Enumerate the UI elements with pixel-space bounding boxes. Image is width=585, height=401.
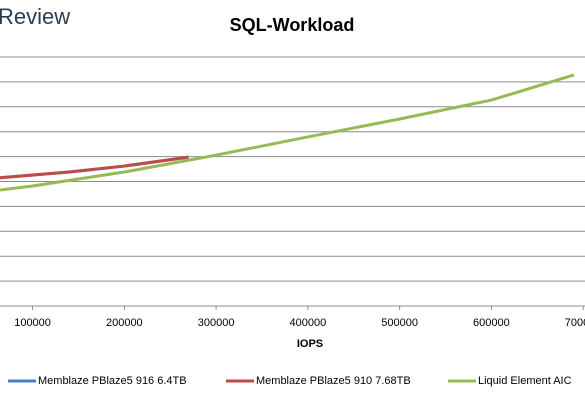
- legend-label: Memblaze PBlaze5 910 7.68TB: [256, 375, 411, 387]
- series-line: [0, 73, 575, 192]
- brand: Review: [0, 4, 70, 29]
- x-tick-label: 400000: [290, 317, 327, 329]
- x-tick-label: 200000: [106, 317, 143, 329]
- x-axis-label: IOPS: [297, 338, 323, 350]
- x-tick-label: 600000: [473, 317, 510, 329]
- x-tick-label: 100000: [14, 317, 51, 329]
- x-tick-label: 700000: [565, 317, 585, 329]
- x-tick-label: 500000: [381, 317, 418, 329]
- legend-label: Memblaze PBlaze5 916 6.4TB: [38, 375, 187, 387]
- series-line: [0, 155, 189, 180]
- legend-label: Liquid Element AIC: [478, 375, 572, 387]
- chart-title: SQL-Workload: [230, 15, 355, 35]
- x-tick-label: 300000: [198, 317, 235, 329]
